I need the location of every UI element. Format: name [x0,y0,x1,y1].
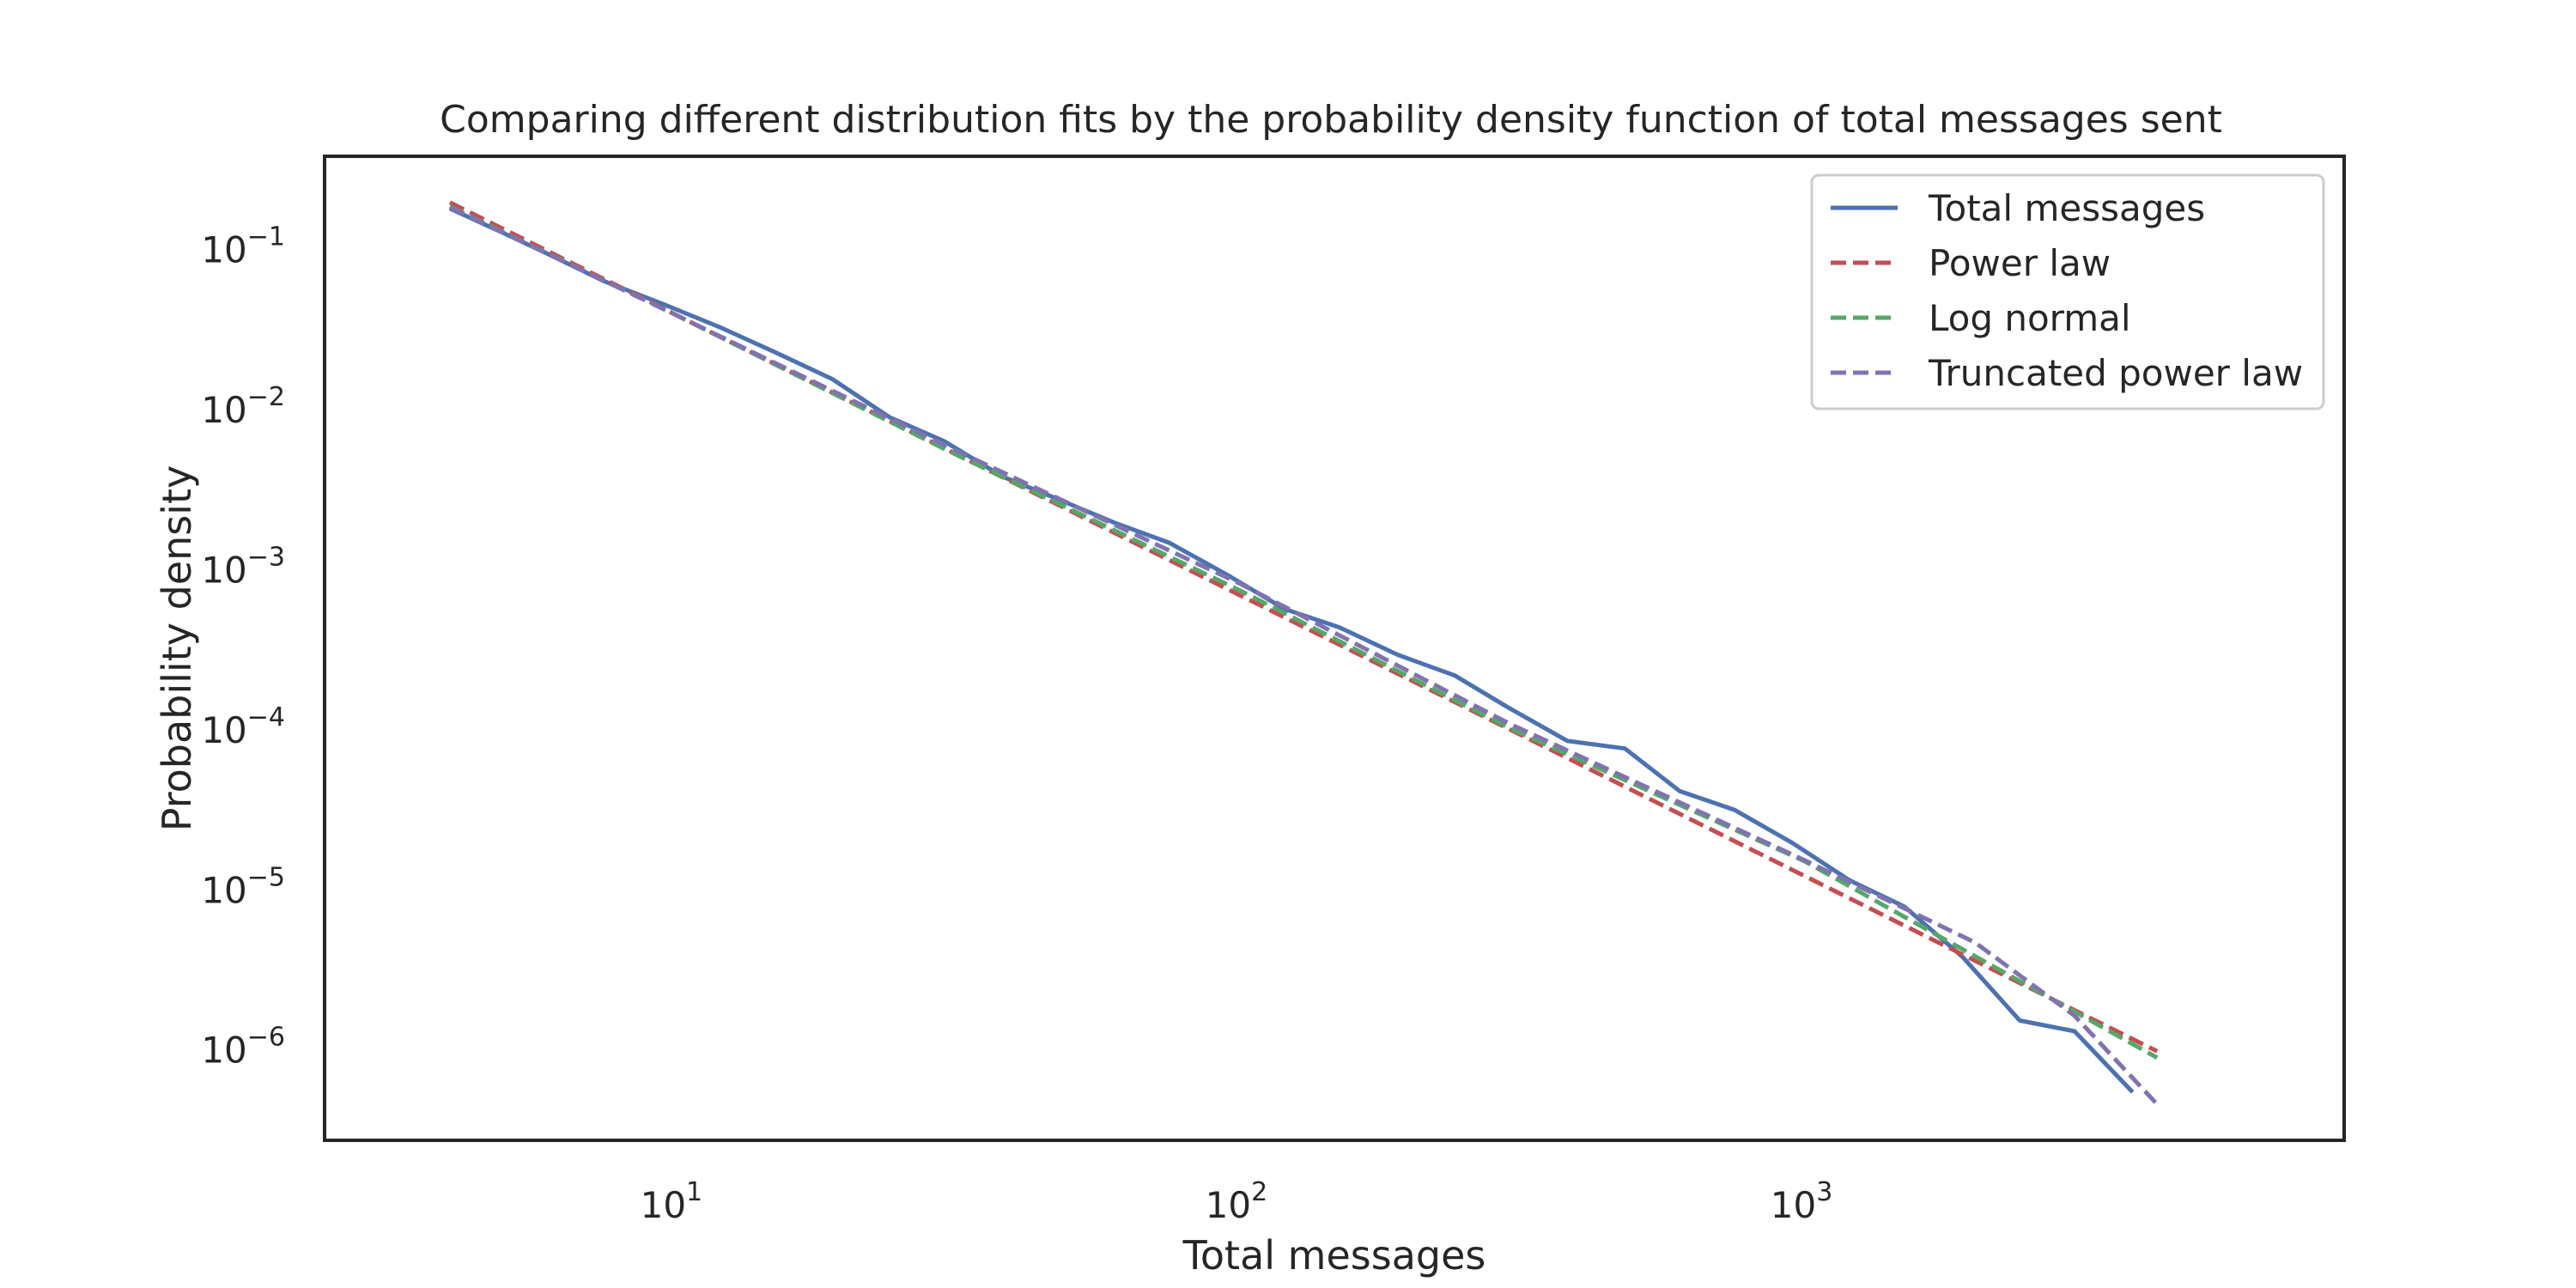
legend-box [1810,173,2325,410]
legend-label-power-law: Power law [1929,242,2111,284]
legend-label-total-messages: Total messages [1928,187,2205,229]
y-tick-label: 10−1 [201,222,285,270]
y-tick-label: 10−4 [201,702,285,751]
x-axis-label: Total messages [1182,1232,1486,1279]
y-tick-label: 10−6 [201,1023,285,1072]
series-line-truncated-power-law [448,205,2160,1106]
x-tick-label: 103 [1771,1177,1833,1226]
legend-label-log-normal: Log normal [1929,297,2131,339]
y-tick-label: 10−3 [201,542,285,591]
chart-title: Comparing different distribution fits by… [440,98,2222,142]
y-axis-ticks: 10−1 10−2 10−3 10−4 10−5 10−6 [201,222,285,1071]
y-tick-label: 10−5 [201,862,285,911]
plot-area [448,200,2160,1106]
x-tick-label: 102 [1206,1177,1268,1226]
y-axis-label: Probability density [154,465,200,831]
legend-label-truncated-power-law: Truncated power law [1928,352,2303,394]
x-tick-label: 101 [641,1177,703,1226]
plot-frame [323,155,2346,1142]
legend-entries: Total messages Power law Log normal Truncat… [1831,187,2303,394]
legend: Total messages Power law Log normal Truncat… [1810,173,2325,410]
y-tick-label: 10−2 [201,382,285,431]
x-axis-ticks: 101 102 103 [641,1177,1833,1226]
